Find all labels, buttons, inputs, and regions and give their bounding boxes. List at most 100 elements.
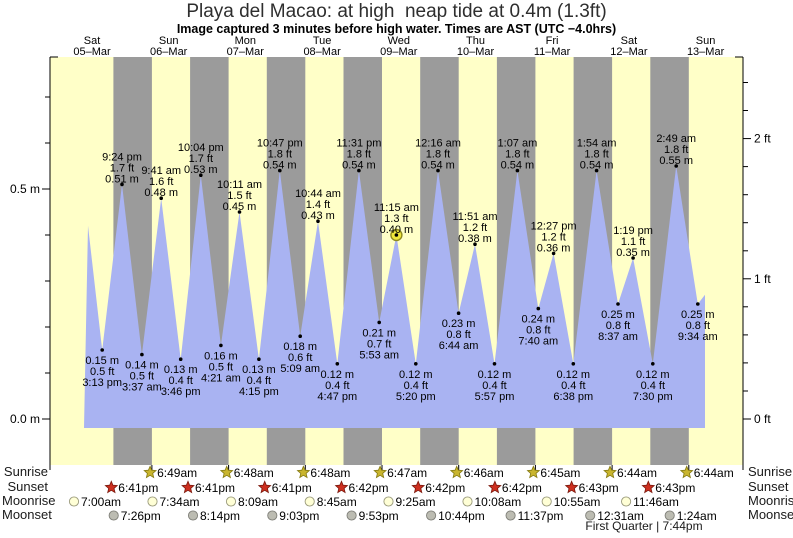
tide-low: 0.13 m0.4 ft3:46 pm <box>161 357 201 398</box>
day-label-date: 13–Mar <box>687 46 725 58</box>
extreme-label-line: 0.23 m <box>442 318 476 330</box>
moonset-time: 9:03pm <box>279 509 319 523</box>
extreme-label-line: 1.2 ft <box>541 231 565 243</box>
sunrise-time: 6:44am <box>617 466 657 480</box>
extreme-label-line: 0.4 ft <box>482 380 506 392</box>
extreme-label-line: 0.16 m <box>204 350 238 362</box>
moonrise-time: 7:34am <box>160 495 200 509</box>
extreme-label-line: 9:41 am <box>141 165 181 177</box>
moonrise-time: 10:08am <box>475 495 522 509</box>
sunrise-time: 6:48am <box>310 466 350 480</box>
sunrise-row-label-left: Sunrise <box>3 464 48 479</box>
sunrise-time: 6:49am <box>157 466 197 480</box>
extreme-label-line: 0.7 ft <box>367 338 391 350</box>
tide-high: 9:41 am1.6 ft0.48 m <box>141 165 181 200</box>
day-label-dow: Sat <box>621 35 638 47</box>
sunrise-time: 6:45am <box>540 466 580 480</box>
tide-low: 0.12 m0.4 ft5:20 pm <box>396 362 436 403</box>
tide-low: 0.18 m0.6 ft5:09 am <box>280 334 320 375</box>
sunset-time: 6:42pm <box>425 481 465 495</box>
tide-high: 10:04 pm1.7 ft0.53 m <box>178 142 224 177</box>
extreme-label-line: 12:16 am <box>415 138 461 150</box>
extreme-label-line: 0.51 m <box>105 173 139 185</box>
extreme-dot <box>551 251 556 256</box>
sunset-icon <box>411 480 426 494</box>
tide-high: 1:07 am1.8 ft0.54 m <box>498 138 537 173</box>
day-label-dow: Mon <box>235 35 256 47</box>
extreme-dot <box>456 311 461 316</box>
day-label-date: 06–Mar <box>150 46 188 58</box>
extreme-label-line: 6:38 pm <box>553 391 593 403</box>
moonrise-time: 10:55am <box>554 495 601 509</box>
tide-low: 0.12 m0.4 ft6:38 pm <box>553 362 593 403</box>
extreme-label-line: 8:37 am <box>598 331 638 343</box>
tide-low: 0.21 m0.7 ft5:53 am <box>359 320 399 361</box>
day-label-dow: Wed <box>388 35 410 47</box>
extreme-dot <box>616 302 620 306</box>
extreme-dot <box>536 306 541 311</box>
extreme-label-line: 0.8 ft <box>446 329 470 341</box>
extreme-dot <box>100 348 104 352</box>
sunset-time: 6:43pm <box>579 481 619 495</box>
extreme-label-line: 0.54 m <box>580 160 614 172</box>
extreme-label-line: 0.8 ft <box>526 325 550 337</box>
sunrise-icon <box>603 465 617 479</box>
moonset-time: 12:31am <box>597 509 644 523</box>
extreme-dot <box>335 362 340 366</box>
extreme-label-line: 1.8 ft <box>584 149 608 161</box>
sunset-icon <box>257 480 272 494</box>
extreme-label-line: 10:47 pm <box>257 138 303 150</box>
extreme-dot <box>237 210 242 214</box>
day-label-date: 05–Mar <box>73 46 111 58</box>
extreme-label-line: 0.4 ft <box>404 380 428 392</box>
sunset-time: 6:43pm <box>655 481 695 495</box>
sunrise-icon <box>526 465 541 479</box>
extreme-label-line: 1.2 ft <box>463 222 487 234</box>
tide-low: 0.12 m0.4 ft4:47 pm <box>317 362 357 403</box>
sunrise-time: 6:46am <box>464 466 504 480</box>
extreme-label-line: 7:30 pm <box>633 391 673 403</box>
extreme-label-line: 0.4 ft <box>247 375 271 387</box>
extreme-dot <box>394 233 399 237</box>
extreme-label-line: 0.4 ft <box>641 380 665 392</box>
sunrise-time: 6:47am <box>387 466 427 480</box>
extreme-label-line: 0.54 m <box>263 160 297 172</box>
tide-low: 0.15 m0.5 ft3:13 pm <box>82 348 122 389</box>
extreme-label-line: 11:31 pm <box>336 138 381 150</box>
extreme-label-line: 6:44 am <box>439 340 479 352</box>
moon-phase-note: First Quarter | 7:44pm <box>585 519 703 533</box>
extreme-label-line: 0.24 m <box>521 314 555 326</box>
extreme-label-line: 0.5 ft <box>130 371 154 383</box>
moonrise-row: 7:00am 7:34am 8:09am 8:45am 9:25am 10:08am 10:… <box>68 495 679 509</box>
extreme-dot <box>219 343 223 348</box>
sunrise-time: 6:48am <box>234 466 274 480</box>
extreme-label-line: 4:47 pm <box>317 391 357 403</box>
extreme-label-line: 1.6 ft <box>149 176 173 188</box>
extreme-label-line: 5:53 am <box>359 349 399 361</box>
extreme-label-line: 12:27 pm <box>531 220 577 232</box>
sunset-time: 6:42pm <box>349 481 389 495</box>
extreme-label-line: 0.53 m <box>184 164 218 176</box>
extreme-dot <box>377 320 382 325</box>
sunset-time: 6:41pm <box>195 481 235 495</box>
sunset-icon <box>181 480 195 494</box>
day-label-date: 10–Mar <box>457 46 495 58</box>
moonrise-icon <box>383 496 394 507</box>
extreme-label-line: 0.15 m <box>85 355 119 367</box>
tide-high: 12:27 pm1.2 ft0.36 m <box>531 220 577 256</box>
tide-low: 0.14 m0.5 ft3:37 am <box>122 352 162 394</box>
moonset-icon <box>187 510 199 521</box>
sunrise-icon <box>449 465 464 479</box>
tide-low: 0.12 m0.4 ft7:30 pm <box>633 362 673 403</box>
extreme-label-line: 0.14 m <box>125 360 159 372</box>
moonset-time: 9:53pm <box>359 509 399 523</box>
tide-low: 0.24 m0.8 ft7:40 am <box>518 306 558 348</box>
extreme-label-line: 0.12 m <box>556 369 590 381</box>
day-label-date: 11–Mar <box>534 46 571 58</box>
extreme-label-line: 0.8 ft <box>606 320 630 332</box>
day-label-dow: Sun <box>696 35 716 47</box>
moonset-time: 8:14pm <box>200 509 240 523</box>
tide-low: 0.25 m0.8 ft8:37 am <box>598 302 638 343</box>
